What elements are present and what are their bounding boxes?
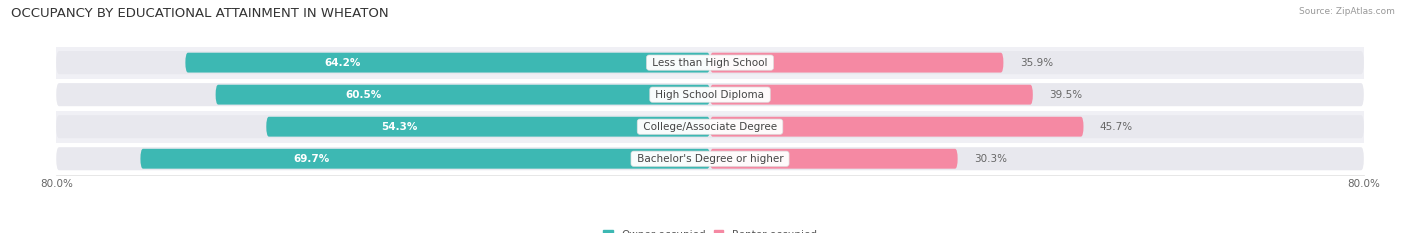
Text: Source: ZipAtlas.com: Source: ZipAtlas.com: [1299, 7, 1395, 16]
Text: College/Associate Degree: College/Associate Degree: [640, 122, 780, 132]
Text: 60.5%: 60.5%: [346, 90, 382, 100]
Bar: [56, 79, 1364, 111]
FancyBboxPatch shape: [186, 53, 710, 72]
Legend: Owner-occupied, Renter-occupied: Owner-occupied, Renter-occupied: [603, 230, 817, 233]
Text: Bachelor's Degree or higher: Bachelor's Degree or higher: [634, 154, 786, 164]
Text: 69.7%: 69.7%: [294, 154, 329, 164]
FancyBboxPatch shape: [266, 117, 710, 137]
FancyBboxPatch shape: [56, 115, 1364, 138]
FancyBboxPatch shape: [56, 147, 1364, 170]
FancyBboxPatch shape: [141, 149, 710, 169]
Text: 54.3%: 54.3%: [381, 122, 418, 132]
FancyBboxPatch shape: [56, 83, 1364, 106]
FancyBboxPatch shape: [56, 51, 1364, 74]
Text: 35.9%: 35.9%: [1019, 58, 1053, 68]
FancyBboxPatch shape: [710, 149, 957, 169]
Text: 39.5%: 39.5%: [1049, 90, 1083, 100]
Text: High School Diploma: High School Diploma: [652, 90, 768, 100]
FancyBboxPatch shape: [710, 53, 1004, 72]
Bar: [56, 111, 1364, 143]
Text: 30.3%: 30.3%: [974, 154, 1007, 164]
Text: OCCUPANCY BY EDUCATIONAL ATTAINMENT IN WHEATON: OCCUPANCY BY EDUCATIONAL ATTAINMENT IN W…: [11, 7, 389, 20]
FancyBboxPatch shape: [710, 85, 1033, 105]
Text: 45.7%: 45.7%: [1099, 122, 1133, 132]
Bar: [56, 143, 1364, 175]
Bar: [56, 47, 1364, 79]
Text: 64.2%: 64.2%: [325, 58, 361, 68]
FancyBboxPatch shape: [710, 117, 1084, 137]
Text: Less than High School: Less than High School: [650, 58, 770, 68]
FancyBboxPatch shape: [215, 85, 710, 105]
